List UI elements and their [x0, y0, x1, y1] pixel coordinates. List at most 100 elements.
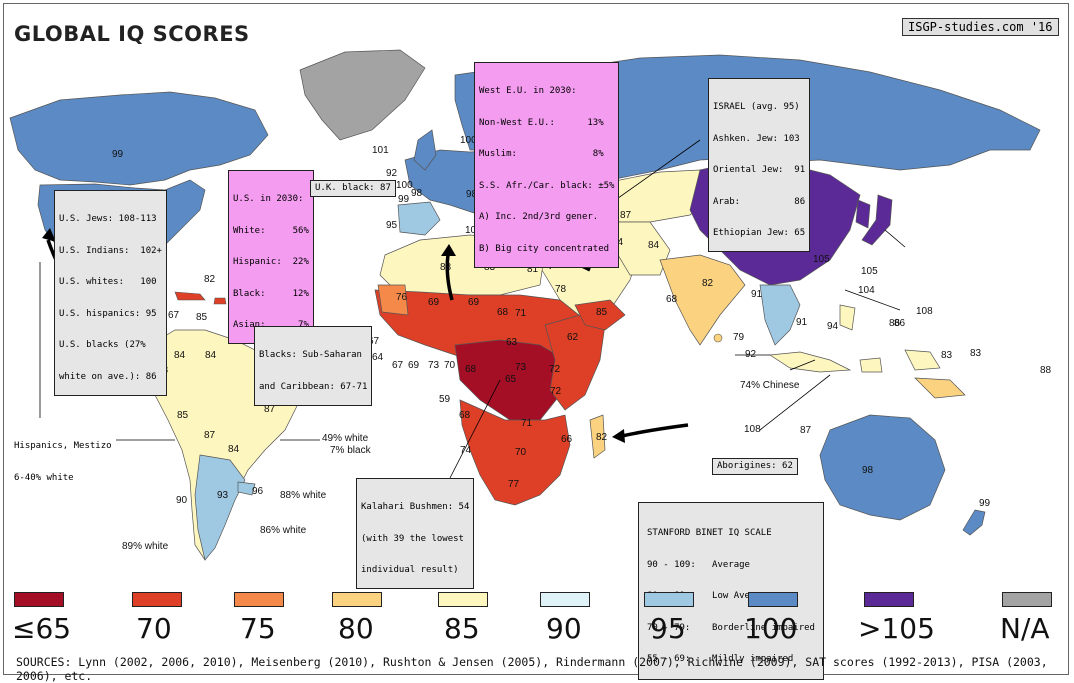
score-label: 86	[894, 318, 906, 329]
indonesia-region	[768, 349, 941, 373]
score-label: 85	[196, 312, 208, 323]
mauritania-region	[377, 284, 409, 316]
score-label: 59	[439, 394, 451, 405]
uruguay-region	[237, 481, 256, 496]
score-label: 108	[916, 306, 933, 317]
hispanics-box: Hispanics, Mestizo 6-40% white	[10, 418, 116, 496]
uk-region	[413, 129, 437, 171]
legend-label: 70	[136, 612, 172, 645]
page-title: GLOBAL IQ SCORES	[14, 22, 250, 46]
score-label: 105	[861, 266, 878, 277]
israel-line: Ashken. Jew: 103	[713, 133, 800, 144]
score-label: 104	[858, 285, 875, 296]
west-eu-line: Non-West E.U.: 13%	[479, 117, 604, 128]
score-label: 69	[408, 360, 420, 371]
annotation-white86: 86% white	[260, 525, 307, 536]
score-label: 83	[970, 348, 982, 359]
score-label: 100	[460, 135, 477, 146]
map-frame	[3, 3, 1069, 675]
us-2030-box: U.S. in 2030: White: 56% Hispanic: 22% B…	[228, 170, 314, 344]
score-label: 69	[428, 297, 440, 308]
score-label: 99	[398, 194, 410, 205]
score-label: 95	[386, 220, 398, 231]
aborigines-box: Aborigines: 62	[712, 458, 798, 475]
score-label: 83	[484, 262, 496, 273]
score-label: 69	[468, 297, 480, 308]
credit-label: ISGP-studies.com '16	[902, 18, 1059, 36]
west-eu-line: Muslim: 8%	[479, 149, 604, 159]
new-zealand-region	[962, 509, 986, 536]
kalahari-line: individual result)	[361, 565, 459, 575]
philippines-region	[839, 304, 856, 331]
annotation-black7: 7% black	[330, 445, 372, 456]
score-label: 90	[176, 495, 188, 506]
us-groups-line: white on ave.): 86	[59, 371, 157, 382]
kalahari-line: (with 39 the lowest	[361, 533, 464, 544]
australia-region	[819, 414, 946, 521]
score-label: 67	[368, 336, 380, 347]
score-label: 76	[396, 292, 408, 303]
score-label: 66	[561, 434, 573, 445]
score-label: 71	[515, 308, 527, 319]
legend-label: N/A	[1000, 612, 1050, 645]
israel-line: ISRAEL (avg. 95)	[713, 102, 800, 112]
west-eu-line: S.S. Afr./Car. black: ±5%	[479, 180, 615, 191]
greenland-region	[299, 49, 426, 141]
arrow-madagascar-head	[612, 429, 625, 443]
score-label: 84	[228, 444, 240, 455]
score-label: 102	[465, 225, 482, 236]
israel-box: ISRAEL (avg. 95) Ashken. Jew: 103 Orient…	[708, 78, 811, 252]
central-africa-region	[454, 339, 566, 421]
israel-line: Oriental Jew: 91	[713, 165, 806, 175]
score-label: 65	[505, 374, 517, 385]
annotation-chinese: 74% Chinese	[740, 380, 800, 391]
legend-label: 80	[338, 612, 374, 645]
india-region	[659, 254, 746, 346]
kalahari-box: Kalahari Bushmen: 54 (with 39 the lowest…	[356, 478, 475, 589]
legend-swatch	[234, 592, 284, 607]
score-label: 87	[204, 430, 216, 441]
score-label: 99	[979, 498, 991, 509]
score-label: 83	[941, 350, 953, 361]
score-label: 71	[521, 418, 533, 429]
score-label: 74	[460, 445, 472, 456]
sources-text: SOURCES: Lynn (2002, 2006, 2010), Meisen…	[16, 655, 1048, 683]
score-label: 67	[392, 360, 404, 371]
legend-label: 95	[650, 612, 686, 645]
arrow-europe	[445, 254, 454, 301]
blacks-box: Blacks: Sub-Saharan and Caribbean: 67-71	[254, 326, 373, 406]
score-label: 64	[372, 352, 384, 363]
us-2030-line: U.S. in 2030:	[233, 194, 304, 204]
stanford-line: STANFORD BINET IQ SCALE	[647, 528, 772, 538]
legend-label: 75	[240, 612, 276, 645]
score-label: 87	[620, 210, 632, 221]
new-guinea-region	[914, 377, 966, 399]
score-label: 85	[177, 410, 189, 421]
score-label: 94	[827, 321, 839, 332]
caribbean-islands	[174, 291, 227, 305]
us-groups-box: U.S. Jews: 108-113 U.S. Indians: 102+ U.…	[54, 190, 167, 396]
score-label: 96	[252, 486, 264, 497]
score-label: 72	[550, 386, 562, 397]
score-label: 68	[459, 410, 471, 421]
canada-region	[9, 91, 269, 186]
score-label: 85	[596, 307, 608, 318]
sri-lanka-region	[713, 333, 723, 343]
us-2030-line: Black: 12%	[233, 288, 309, 299]
korea-region	[855, 199, 871, 229]
annotation-white49: 49% white	[322, 433, 369, 444]
score-label: 99	[112, 149, 124, 160]
score-label: 82	[702, 278, 714, 289]
score-label: 84	[648, 240, 660, 251]
blacks-line: and Caribbean: 67-71	[259, 381, 368, 392]
score-label: 68	[465, 364, 477, 375]
se-asia-region	[759, 284, 801, 346]
stanford-box: STANFORD BINET IQ SCALE 90 - 109: Averag…	[638, 502, 824, 680]
arrow-europe-head	[441, 244, 456, 256]
score-label: 81	[527, 264, 539, 275]
us-2030-line: Asian: 7%	[233, 320, 309, 330]
legend-swatch	[748, 592, 798, 607]
score-label: 84	[174, 350, 186, 361]
legend-swatch	[540, 592, 590, 607]
hispanics-line: 6-40% white	[14, 472, 74, 483]
